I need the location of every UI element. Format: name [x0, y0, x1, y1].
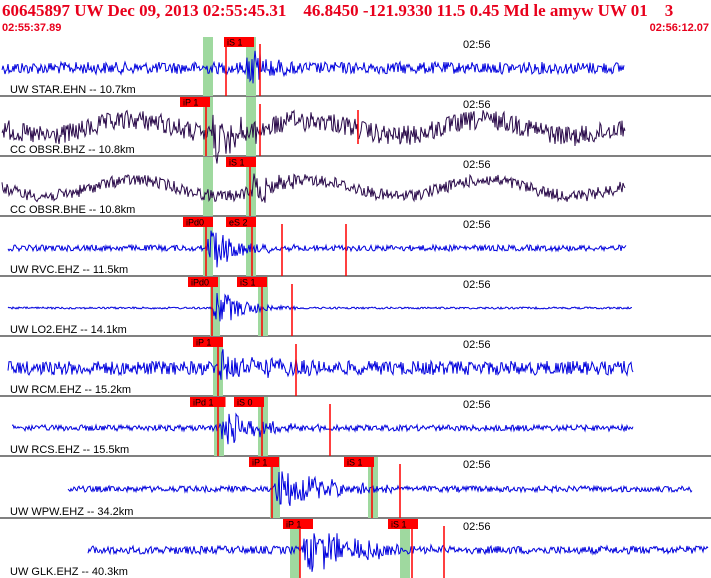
pick-window-band — [210, 277, 220, 336]
trace-panel[interactable]: iS 1 02:56 CC OBSR.BHE -- 10.8km — [0, 157, 711, 217]
svg-text:iPd0: iPd0 — [186, 218, 204, 228]
station-channel-label: UW STAR.EHN -- 10.7km — [10, 84, 136, 96]
svg-text:iP 1: iP 1 — [196, 338, 211, 348]
svg-text:eS 2: eS 2 — [229, 218, 248, 228]
svg-text:iP 1: iP 1 — [252, 458, 267, 468]
event-title: 60645897 UW Dec 09, 2013 02:55:45.31 46.… — [2, 1, 674, 20]
svg-text:iP 1: iP 1 — [286, 520, 301, 530]
phase-pick-label[interactable]: eS 2 — [226, 217, 256, 228]
station-channel-label: UW RCM.EHZ -- 15.2km — [10, 384, 131, 396]
svg-text:iPd0: iPd0 — [191, 278, 209, 288]
phase-pick-label[interactable]: iPd0 — [183, 217, 213, 228]
trace-panel[interactable]: iP 1 02:56 CC OBSR.BHZ -- 10.8km — [0, 97, 711, 164]
pick-window-band — [246, 37, 256, 96]
time-tick-label: 02:56 — [463, 159, 491, 171]
phase-pick-label[interactable]: iS 1 — [226, 157, 256, 168]
time-tick-label: 02:56 — [463, 219, 491, 231]
station-channel-label: UW GLK.EHZ -- 40.3km — [10, 566, 128, 578]
seismic-waveform — [1, 173, 626, 203]
phase-pick-label[interactable]: iS 1 — [224, 37, 254, 48]
seismic-waveform — [7, 349, 634, 380]
phase-pick-label[interactable]: iP 1 — [283, 519, 313, 530]
svg-text:iS 1: iS 1 — [229, 158, 245, 168]
phase-pick-label[interactable]: iPd 1 — [190, 397, 226, 408]
phase-pick-label[interactable]: iS 0 — [234, 397, 264, 408]
phase-pick-label[interactable]: iPd0 — [188, 277, 218, 288]
seismic-waveform — [87, 533, 709, 572]
time-tick-label: 02:56 — [463, 459, 491, 471]
pick-window-band — [203, 97, 213, 156]
trace-panel[interactable]: iP 1 02:56 UW RCM.EHZ -- 15.2km — [0, 337, 711, 397]
trace-panel[interactable]: iP 1 iS 1 02:56 UW GLK.EHZ -- 40.3km — [10, 519, 709, 578]
time-tick-label: 02:56 — [463, 279, 491, 291]
window-start-time: 02:55:37.89 — [2, 22, 62, 34]
station-channel-label: UW WPW.EHZ -- 34.2km — [10, 506, 133, 518]
trace-panel[interactable]: iPd0 iS 1 02:56 UW LO2.EHZ -- 14.1km — [0, 277, 711, 337]
time-tick-label: 02:56 — [463, 339, 491, 351]
time-tick-label: 02:56 — [463, 39, 491, 51]
seismic-waveform — [1, 50, 625, 84]
trace-panel[interactable]: iPd0 eS 2 02:56 UW RVC.EHZ -- 11.5km — [0, 217, 711, 277]
station-channel-label: UW RVC.EHZ -- 11.5km — [10, 264, 128, 276]
svg-text:iS 1: iS 1 — [227, 38, 243, 48]
pick-window-band — [203, 37, 213, 96]
event-header: 60645897 UW Dec 09, 2013 02:55:45.31 46.… — [0, 0, 711, 35]
station-channel-label: UW LO2.EHZ -- 14.1km — [10, 324, 127, 336]
pick-window-band — [246, 157, 256, 216]
seismic-waveform — [1, 109, 626, 164]
phase-pick-label[interactable]: iP 1 — [193, 337, 223, 348]
seismic-waveform — [7, 230, 627, 268]
phase-pick-label[interactable]: iP 1 — [249, 457, 279, 468]
seismic-waveform — [11, 412, 634, 445]
time-tick-label: 02:56 — [463, 521, 491, 533]
pick-window-band — [400, 519, 410, 578]
phase-pick-label[interactable]: iP 1 — [180, 97, 210, 108]
svg-text:iS 1: iS 1 — [391, 520, 407, 530]
seismic-waveform — [67, 471, 693, 506]
station-channel-label: UW RCS.EHZ -- 15.5km — [10, 444, 129, 456]
phase-pick-label[interactable]: iS 1 — [344, 457, 374, 468]
station-channel-label: CC OBSR.BHZ -- 10.8km — [10, 144, 135, 156]
time-tick-label: 02:56 — [463, 99, 491, 111]
svg-text:iS 1: iS 1 — [240, 278, 256, 288]
phase-pick-label[interactable]: iS 1 — [388, 519, 418, 530]
trace-panel[interactable]: iP 1 iS 1 02:56 UW WPW.EHZ -- 34.2km — [0, 457, 711, 519]
svg-text:iS 0: iS 0 — [237, 398, 253, 408]
time-tick-label: 02:56 — [463, 399, 491, 411]
svg-text:iPd 1: iPd 1 — [193, 398, 214, 408]
trace-panel[interactable]: iS 1 02:56 UW STAR.EHN -- 10.7km — [0, 37, 711, 97]
seismic-waveform — [7, 292, 632, 322]
pick-window-band — [203, 157, 213, 216]
pick-window-band — [203, 217, 213, 276]
phase-pick-label[interactable]: iS 1 — [237, 277, 267, 288]
svg-text:iP 1: iP 1 — [183, 98, 198, 108]
station-channel-label: CC OBSR.BHE -- 10.8km — [10, 204, 135, 216]
svg-text:iS 1: iS 1 — [347, 458, 363, 468]
trace-panel[interactable]: iPd 1 iS 0 02:56 UW RCS.EHZ -- 15.5km — [0, 397, 711, 457]
window-end-time: 02:56:12.07 — [649, 22, 709, 34]
